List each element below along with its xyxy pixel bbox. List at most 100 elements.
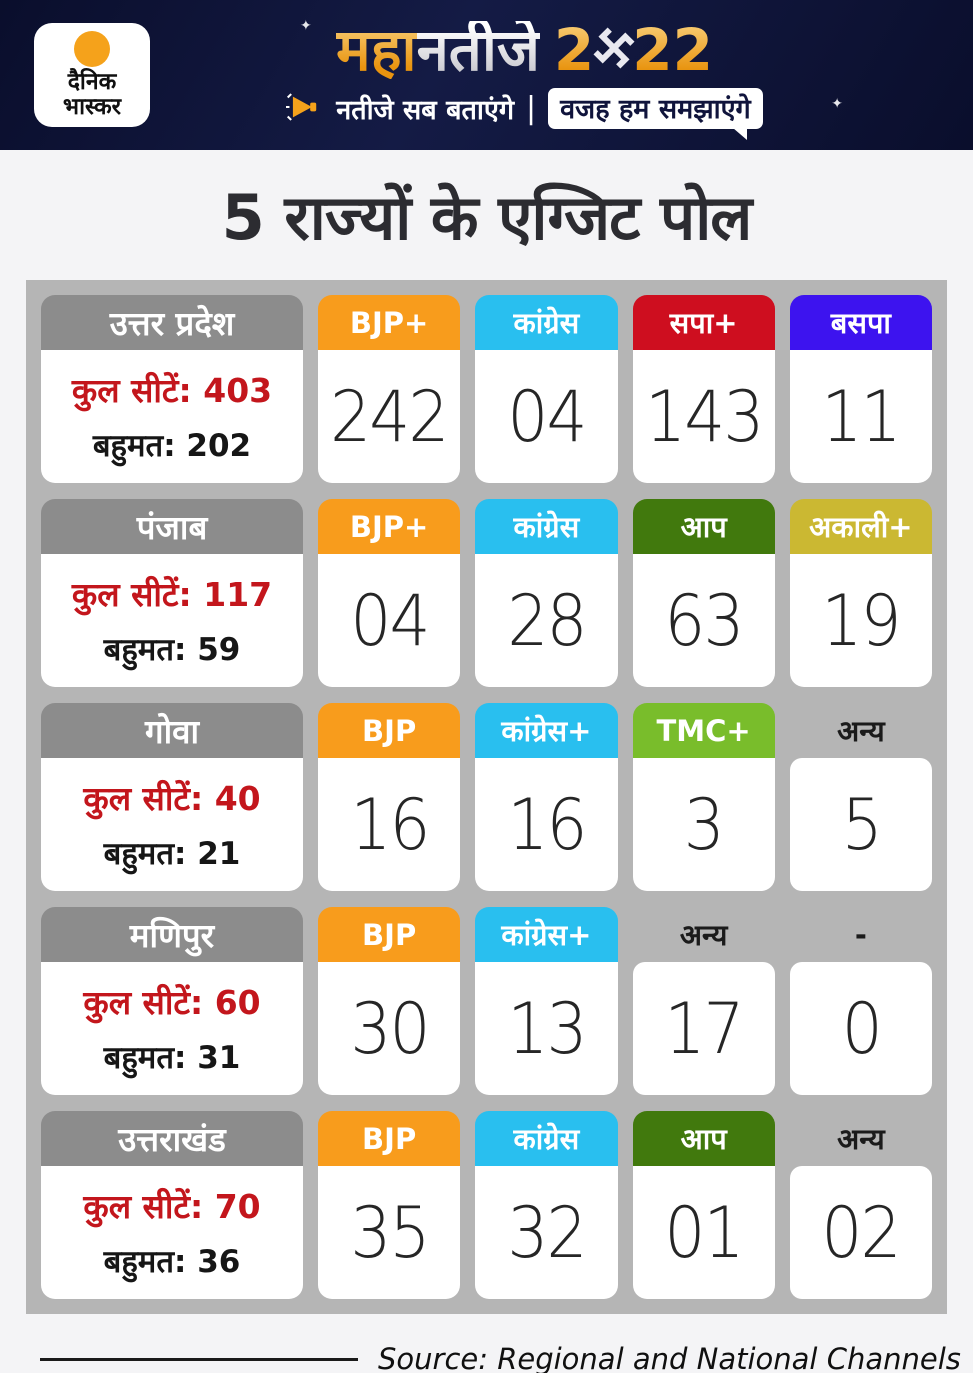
- party-card: आप 63: [632, 499, 775, 687]
- state-info: कुल सीटें: 70 बहुमत: 36: [41, 1166, 303, 1299]
- total-seats-label: कुल सीटें: 403: [71, 371, 273, 410]
- party-name: अन्य: [837, 714, 885, 748]
- party-name: -: [854, 917, 867, 952]
- party-name: कांग्रेस: [475, 295, 618, 350]
- party-name: कांग्रेस: [475, 1111, 618, 1166]
- state-name: पंजाब: [41, 499, 303, 554]
- tagline-row: नतीजे सब बताएंगे | वजह हम समझाएंगे: [286, 88, 763, 140]
- seat-count: 143: [644, 375, 764, 458]
- party-name: आप: [632, 499, 775, 554]
- party-card: आप 01: [632, 1111, 775, 1299]
- state-info: कुल सीटें: 40 बहुमत: 21: [41, 758, 303, 891]
- seat-count: 13: [507, 987, 587, 1070]
- masthead-title: महा नतीजे 2 22: [336, 21, 713, 79]
- party-name: कांग्रेस+: [475, 703, 618, 758]
- party-name: BJP+: [318, 295, 461, 350]
- party-card: अन्य 17: [632, 907, 775, 1095]
- party-card: कांग्रेस 32: [475, 1111, 618, 1299]
- party-card: बसपा 11: [789, 295, 932, 483]
- party-card: BJP+ 242: [318, 295, 461, 483]
- state-info: कुल सीटें: 60 बहुमत: 31: [41, 962, 303, 1095]
- party-name: अकाली+: [789, 499, 932, 554]
- majority-label: बहुमत: 31: [103, 1040, 241, 1076]
- state-card: उत्तराखंड कुल सीटें: 70 बहुमत: 36: [41, 1111, 303, 1299]
- total-seats-label: कुल सीटें: 60: [83, 983, 261, 1022]
- source-text: Source: Regional and National Channels: [378, 1342, 961, 1373]
- party-card: - 0: [789, 907, 932, 1095]
- seat-count: 30: [349, 987, 430, 1070]
- exit-poll-panel: उत्तर प्रदेश कुल सीटें: 403 बहुमत: 202 B…: [26, 280, 947, 1314]
- title-gold-part: महा: [336, 16, 417, 84]
- sparkle-icon: ✦: [831, 96, 843, 112]
- party-name: अन्य: [837, 1122, 885, 1156]
- logo-text-line2: भास्कर: [62, 93, 122, 120]
- party-card: BJP+ 04: [318, 499, 461, 687]
- party-name: BJP: [318, 907, 461, 962]
- state-info: कुल सीटें: 403 बहुमत: 202: [41, 350, 303, 483]
- exit-poll-row-goa: गोवा कुल सीटें: 40 बहुमत: 21 BJP 16 कांग…: [41, 703, 932, 891]
- seat-count: 3: [684, 783, 725, 866]
- party-card: कांग्रेस+ 16: [475, 703, 618, 891]
- total-seats-label: कुल सीटें: 117: [71, 575, 273, 614]
- state-card: पंजाब कुल सीटें: 117 बहुमत: 59: [41, 499, 303, 687]
- party-card: BJP 30: [318, 907, 461, 1095]
- party-card: TMC+ 3: [632, 703, 775, 891]
- page-title: 5 राज्यों के एग्जिट पोल: [221, 181, 753, 254]
- title-white-part: नतीजे: [416, 16, 540, 84]
- party-name: BJP: [318, 703, 461, 758]
- total-seats-label: कुल सीटें: 70: [83, 1187, 261, 1226]
- seat-count: 5: [841, 783, 882, 866]
- footer: Source: Regional and National Channels: [0, 1314, 973, 1373]
- seat-count: 16: [507, 783, 587, 866]
- majority-label: बहुमत: 21: [103, 836, 241, 872]
- total-seats-label: कुल सीटें: 40: [83, 779, 261, 818]
- majority-label: बहुमत: 36: [103, 1244, 241, 1280]
- exit-poll-row-punjab: पंजाब कुल सीटें: 117 बहुमत: 59 BJP+ 04 क…: [41, 499, 932, 687]
- seat-count: 02: [821, 1191, 902, 1274]
- party-card: BJP 35: [318, 1111, 461, 1299]
- seat-count: 19: [821, 579, 902, 662]
- exit-poll-row-manipur: मणिपुर कुल सीटें: 60 बहुमत: 31 BJP 30 का…: [41, 907, 932, 1095]
- state-name: उत्तराखंड: [41, 1111, 303, 1166]
- seat-count: 04: [349, 579, 430, 662]
- state-name: गोवा: [41, 703, 303, 758]
- megaphone-icon: [286, 92, 324, 126]
- tagline-speech-bubble: वजह हम समझाएंगे: [548, 88, 763, 140]
- party-card: अकाली+ 19: [789, 499, 932, 687]
- seat-count: 32: [507, 1191, 587, 1274]
- tagline-divider: |: [526, 91, 537, 126]
- party-name: आप: [632, 1111, 775, 1166]
- party-card: कांग्रेस 04: [475, 295, 618, 483]
- state-card: गोवा कुल सीटें: 40 बहुमत: 21: [41, 703, 303, 891]
- state-card: मणिपुर कुल सीटें: 60 बहुमत: 31: [41, 907, 303, 1095]
- logo-text-line1: दैनिक: [67, 68, 117, 95]
- footer-divider-line: [40, 1357, 358, 1361]
- seat-count: 63: [664, 579, 744, 662]
- majority-label: बहुमत: 59: [103, 632, 241, 668]
- year-right: 22: [632, 16, 713, 84]
- seat-count: 28: [507, 579, 587, 662]
- masthead-center: महा नतीजे 2 22 नतीजे सब बताएंगे | वजह हम स…: [150, 21, 939, 140]
- swastika-icon: [592, 21, 636, 79]
- party-name: कांग्रेस+: [475, 907, 618, 962]
- party-card: कांग्रेस 28: [475, 499, 618, 687]
- state-card: उत्तर प्रदेश कुल सीटें: 403 बहुमत: 202: [41, 295, 303, 483]
- sun-icon: [74, 30, 110, 67]
- tagline-left: नतीजे सब बताएंगे: [336, 95, 515, 126]
- party-name: कांग्रेस: [475, 499, 618, 554]
- masthead: ✦ ✦ दैनिक भास्कर महा नतीजे 2 22 नतीजे सब ब…: [0, 0, 973, 150]
- state-name: उत्तर प्रदेश: [41, 295, 303, 350]
- dainik-bhaskar-logo: दैनिक भास्कर: [34, 23, 150, 127]
- party-name: BJP: [318, 1111, 461, 1166]
- party-card: कांग्रेस+ 13: [475, 907, 618, 1095]
- seat-count: 242: [330, 375, 449, 458]
- party-card: अन्य 5: [789, 703, 932, 891]
- seat-count: 0: [841, 987, 882, 1070]
- sparkle-icon: ✦: [300, 18, 312, 34]
- state-name: मणिपुर: [41, 907, 303, 962]
- state-info: कुल सीटें: 117 बहुमत: 59: [41, 554, 303, 687]
- seat-count: 11: [821, 375, 902, 458]
- majority-label: बहुमत: 202: [92, 428, 252, 464]
- exit-poll-row-uttar-pradesh: उत्तर प्रदेश कुल सीटें: 403 बहुमत: 202 B…: [41, 295, 932, 483]
